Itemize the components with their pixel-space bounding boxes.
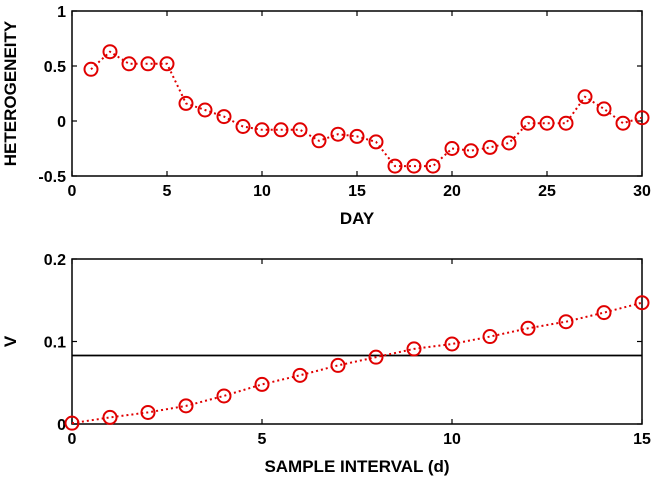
heterogeneity-data-point <box>501 135 517 151</box>
heterogeneity-data-point <box>577 89 593 105</box>
variance-y-axis-label: V <box>1 335 20 347</box>
heterogeneity-y-axis-label: HETEROGENEITY <box>1 20 20 166</box>
variance-data-point <box>216 388 232 404</box>
variance-data-point <box>292 367 308 383</box>
heterogeneity-data-point <box>121 56 137 72</box>
variance-data-point <box>444 336 460 352</box>
heterogeneity-data-point <box>387 158 403 174</box>
variance-x-axis-label: SAMPLE INTERVAL (d) <box>264 457 449 476</box>
heterogeneity-data-point <box>178 95 194 111</box>
heterogeneity-data-point <box>235 119 251 134</box>
heterogeneity-data-point <box>463 143 479 159</box>
variance-data-point <box>558 314 574 330</box>
heterogeneity-data-point <box>197 102 213 118</box>
variance-panel: SAMPLE INTERVAL (d) V 0 5 10 15 0 0.1 0.2 <box>1 252 651 476</box>
variance-x-tick-label: 0 <box>68 431 77 448</box>
variance-plot-frame <box>71 258 643 425</box>
heterogeneity-data-point <box>368 134 384 150</box>
variance-data-point <box>140 404 156 420</box>
heterogeneity-data-point <box>349 128 365 144</box>
heterogeneity-x-tick-label: 30 <box>633 183 651 200</box>
heterogeneity-data-point <box>273 122 289 138</box>
variance-data-point <box>330 357 346 373</box>
variance-data-point <box>520 320 536 336</box>
heterogeneity-data-point <box>444 141 460 156</box>
heterogeneity-data-point <box>292 122 308 138</box>
heterogeneity-x-axis-label: DAY <box>340 209 375 228</box>
heterogeneity-data-point <box>159 56 175 72</box>
heterogeneity-data-point <box>254 122 270 138</box>
variance-data-point <box>64 415 80 431</box>
variance-data-point <box>254 376 270 392</box>
heterogeneity-data-point <box>102 44 118 60</box>
variance-y-tick-label: 0.1 <box>44 335 66 352</box>
variance-x-tick-label: 5 <box>258 431 267 448</box>
variance-y-tick-label: 0 <box>57 417 66 434</box>
heterogeneity-x-tick-label: 10 <box>253 183 271 200</box>
heterogeneity-y-tick-label: 0.5 <box>44 59 66 76</box>
variance-data-point <box>634 295 650 311</box>
heterogeneity-data-point <box>330 126 346 142</box>
variance-series-line <box>71 301 643 425</box>
heterogeneity-data-point <box>425 158 441 174</box>
variance-data-point <box>596 305 612 321</box>
heterogeneity-y-tick-label: -0.5 <box>38 169 66 186</box>
variance-data-point <box>406 341 422 357</box>
heterogeneity-data-point <box>520 115 536 131</box>
heterogeneity-panel: DAY HETEROGENEITY 0 5 10 15 20 25 30-0.500.51 <box>1 4 651 228</box>
variance-x-tick-label: 15 <box>633 431 651 448</box>
heterogeneity-data-point <box>406 158 422 174</box>
heterogeneity-data-point <box>311 133 327 149</box>
heterogeneity-x-tick-label: 0 <box>68 183 77 200</box>
variance-data-point <box>368 349 384 365</box>
variance-x-tick-label: 10 <box>443 431 461 448</box>
heterogeneity-series-line <box>90 50 643 168</box>
heterogeneity-data-point <box>539 115 555 131</box>
variance-data-point <box>102 409 118 425</box>
heterogeneity-y-tick-label: 1 <box>57 4 66 21</box>
heterogeneity-x-tick-label: 20 <box>443 183 461 200</box>
variance-data-point <box>482 329 498 345</box>
heterogeneity-data-point <box>596 101 612 117</box>
heterogeneity-data-point <box>615 115 631 131</box>
heterogeneity-data-point <box>140 56 156 72</box>
heterogeneity-data-point <box>558 115 574 131</box>
heterogeneity-data-point <box>216 109 232 125</box>
heterogeneity-y-tick-label: 0 <box>57 114 66 131</box>
heterogeneity-data-point <box>83 61 99 77</box>
variance-data-point <box>178 398 194 414</box>
heterogeneity-data-point <box>482 139 498 155</box>
heterogeneity-plot-frame <box>71 10 643 177</box>
heterogeneity-x-tick-label: 15 <box>348 183 366 200</box>
heterogeneity-x-tick-label: 25 <box>538 183 556 200</box>
variance-y-tick-label: 0.2 <box>44 252 66 269</box>
heterogeneity-data-point <box>634 110 650 126</box>
heterogeneity-x-tick-label: 5 <box>163 183 172 200</box>
